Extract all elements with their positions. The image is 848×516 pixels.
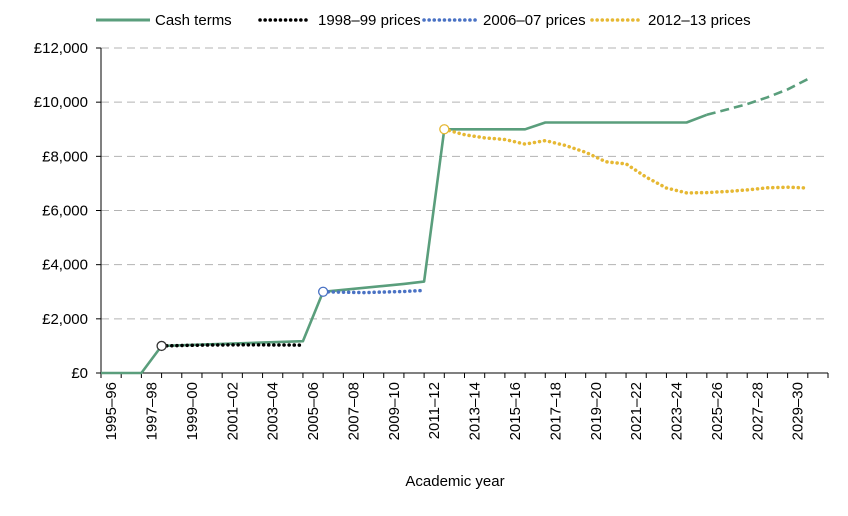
y-tick-label: £4,000	[42, 257, 88, 274]
x-tick-label: 1997–98	[143, 382, 160, 440]
x-tick-label: 2019–20	[588, 382, 605, 440]
x-axis-title: Academic year	[405, 473, 504, 490]
x-axis: 1995–96 1997–98 1999–00 2001–02 2003–04 2005–…	[100, 372, 829, 440]
x-tick-label: 2027–28	[749, 382, 766, 440]
x-tick-label: 2005–06	[305, 382, 322, 440]
x-tick-label: 2009–10	[386, 382, 403, 440]
y-tick-label: £10,000	[34, 94, 88, 111]
legend-item-cash-terms: Cash terms	[96, 12, 232, 29]
x-tick-label: 2011–12	[426, 382, 443, 439]
x-tick-label: 2001–02	[224, 382, 241, 440]
chart-legend: Cash terms 1998–99 prices 2006–07 prices…	[96, 12, 751, 29]
legend-item-1998-99-prices: 1998–99 prices	[258, 12, 421, 29]
legend-label-2006-07-prices: 2006–07 prices	[483, 12, 586, 29]
y-tick-label: £0	[71, 365, 88, 382]
series-line-2006-07-prices	[321, 288, 426, 295]
y-tick-label: £2,000	[42, 311, 88, 328]
series-line-cash-terms	[101, 113, 708, 375]
data-series	[101, 77, 810, 375]
y-tick-label: £8,000	[42, 148, 88, 165]
y-tick-label: £6,000	[42, 203, 88, 220]
x-tick-label: 2003–04	[265, 382, 282, 440]
x-tick-label: 2013–14	[467, 382, 484, 440]
x-tick-label: 1995–96	[103, 382, 120, 440]
legend-item-2012-13-prices: 2012–13 prices	[590, 12, 751, 29]
series-line-2012-13-prices	[442, 127, 810, 195]
x-tick-label: 1999–00	[184, 382, 201, 440]
legend-label-cash-terms: Cash terms	[155, 12, 232, 29]
x-tick-label: 2015–16	[507, 382, 524, 440]
legend-item-2006-07-prices: 2006–07 prices	[422, 12, 586, 29]
y-axis: £0 £2,000 £4,000 £6,000 £8,000 £10,000 £12,000	[34, 40, 102, 382]
legend-label-2012-13-prices: 2012–13 prices	[648, 12, 751, 29]
x-tick-label: 2007–08	[345, 382, 362, 440]
series-start-markers	[156, 124, 450, 352]
x-tick-label: 2025–26	[709, 382, 726, 440]
legend-label-1998-99-prices: 1998–99 prices	[318, 12, 421, 29]
series-projection-cash-terms	[706, 77, 809, 117]
y-tick-label: £12,000	[34, 40, 88, 57]
series-start-marker	[439, 124, 450, 135]
series-line-1998-99-prices	[159, 343, 305, 348]
x-tick-label: 2023–24	[669, 382, 686, 440]
x-tick-label: 2029–30	[790, 382, 807, 440]
x-tick-label: 2021–22	[628, 382, 645, 440]
gridlines	[101, 47, 828, 320]
series-start-marker	[156, 340, 167, 352]
x-tick-label: 2017–18	[547, 382, 564, 440]
series-start-marker	[317, 286, 329, 297]
